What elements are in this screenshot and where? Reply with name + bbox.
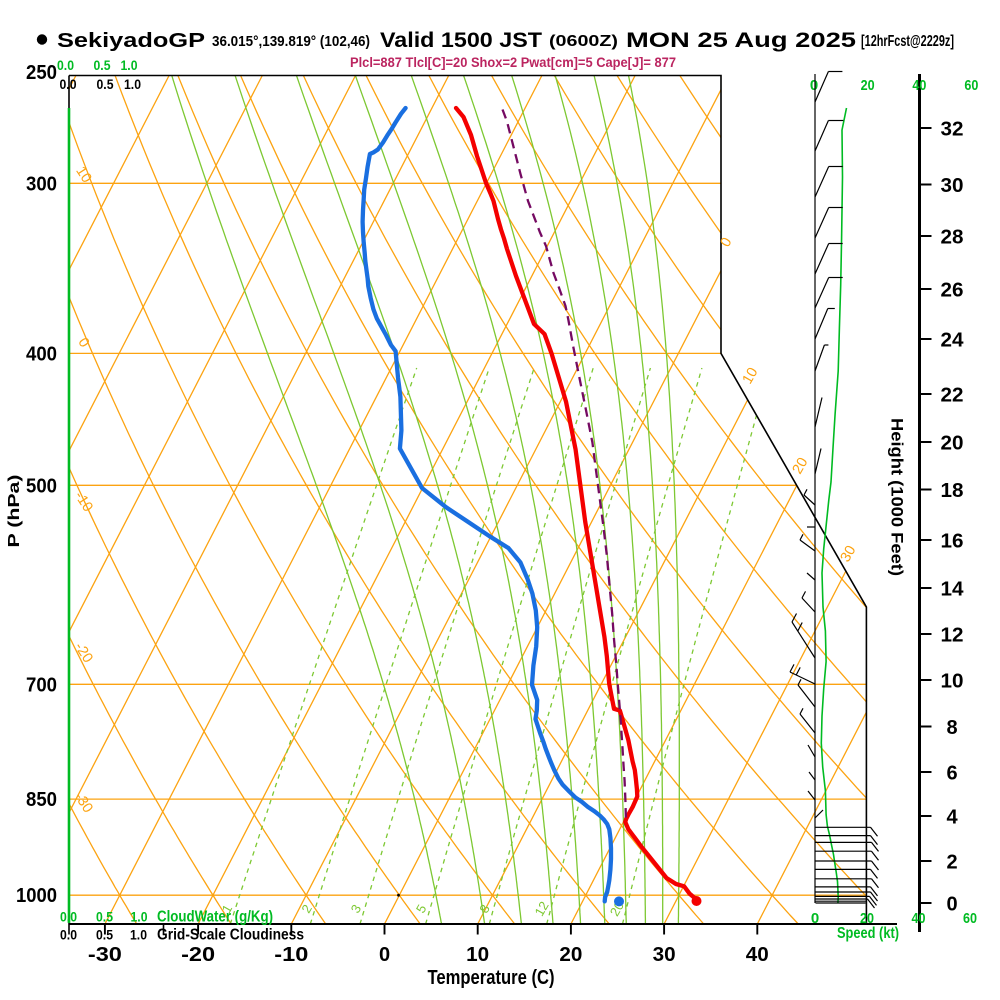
svg-text:1.0: 1.0 — [131, 910, 148, 925]
svg-text:850: 850 — [26, 789, 57, 811]
svg-text:700: 700 — [26, 674, 57, 696]
svg-text:MON 25 Aug 2025: MON 25 Aug 2025 — [626, 28, 856, 52]
svg-text:SekiyadoGP: SekiyadoGP — [57, 29, 205, 52]
svg-text:0: 0 — [946, 894, 957, 916]
svg-text:0.0: 0.0 — [57, 58, 74, 73]
svg-text:0.5: 0.5 — [96, 928, 113, 943]
svg-text:8: 8 — [946, 717, 957, 739]
svg-text:10: 10 — [466, 944, 489, 966]
svg-text:20: 20 — [559, 944, 582, 966]
svg-text:2: 2 — [946, 852, 957, 874]
svg-text:1000: 1000 — [16, 885, 57, 907]
svg-text:0.5: 0.5 — [96, 910, 113, 925]
svg-text:400: 400 — [26, 343, 57, 365]
svg-text:0.0: 0.0 — [60, 910, 77, 925]
svg-text:18: 18 — [941, 480, 964, 502]
svg-text:60: 60 — [964, 77, 978, 94]
svg-text:1.0: 1.0 — [121, 58, 138, 73]
svg-text:(0600Z): (0600Z) — [549, 33, 618, 50]
svg-text:Speed (kt): Speed (kt) — [837, 925, 899, 942]
svg-text:[12hrFcst@2229z]: [12hrFcst@2229z] — [861, 33, 954, 50]
svg-text:26: 26 — [941, 280, 964, 302]
svg-text:40: 40 — [912, 910, 926, 927]
svg-text:300: 300 — [26, 173, 57, 195]
svg-text:12: 12 — [531, 899, 551, 919]
svg-text:-20: -20 — [181, 944, 215, 966]
svg-text:Temperature (C): Temperature (C) — [428, 967, 555, 989]
svg-text:40: 40 — [746, 944, 769, 966]
svg-text:60: 60 — [963, 910, 977, 927]
svg-text:10: 10 — [72, 164, 94, 186]
svg-text:1.0: 1.0 — [130, 928, 147, 943]
svg-text:0.0: 0.0 — [60, 928, 77, 943]
svg-text:0: 0 — [811, 910, 819, 927]
svg-text:0.5: 0.5 — [94, 58, 111, 73]
svg-text:0: 0 — [379, 944, 390, 966]
svg-text:0.0: 0.0 — [60, 77, 77, 92]
svg-text:10: 10 — [740, 365, 762, 387]
svg-text:1.0: 1.0 — [124, 77, 141, 92]
svg-text:-10: -10 — [274, 944, 308, 966]
svg-text:4: 4 — [946, 807, 958, 829]
svg-text:Valid 1500 JST: Valid 1500 JST — [380, 29, 542, 52]
svg-text:30: 30 — [653, 944, 676, 966]
svg-text:36.015°,139.819° (102,46): 36.015°,139.819° (102,46) — [212, 34, 370, 50]
svg-text:Height (1000 Feet): Height (1000 Feet) — [888, 418, 906, 576]
svg-text:30: 30 — [838, 543, 860, 565]
svg-text:30: 30 — [941, 175, 964, 197]
svg-text:P (hPa): P (hPa) — [6, 475, 23, 548]
svg-text:28: 28 — [941, 227, 964, 249]
svg-text:0.5: 0.5 — [97, 77, 114, 92]
svg-text:16: 16 — [941, 531, 964, 553]
svg-text:24: 24 — [941, 330, 965, 352]
svg-text:6: 6 — [946, 763, 957, 785]
svg-text:14: 14 — [941, 579, 965, 601]
svg-text:32: 32 — [941, 119, 964, 141]
svg-text:10: 10 — [941, 671, 964, 693]
svg-text:22: 22 — [941, 385, 964, 407]
svg-text:20: 20 — [941, 433, 964, 455]
svg-text:40: 40 — [912, 77, 926, 94]
svg-text:250: 250 — [26, 62, 57, 84]
svg-text:0: 0 — [810, 77, 818, 94]
svg-text:Plcl=887 Tlcl[C]=20 Shox=2 Pwa: Plcl=887 Tlcl[C]=20 Shox=2 Pwat[cm]=5 Ca… — [350, 55, 676, 70]
svg-text:12: 12 — [941, 625, 964, 647]
svg-text:Grid-Scale Cloudiness: Grid-Scale Cloudiness — [157, 927, 304, 944]
svg-text:20: 20 — [861, 77, 875, 94]
svg-text:CloudWater (g/Kg): CloudWater (g/Kg) — [157, 909, 273, 926]
svg-text:-30: -30 — [88, 944, 122, 966]
svg-text:20: 20 — [860, 910, 874, 927]
svg-text:500: 500 — [26, 475, 57, 497]
svg-text:20: 20 — [790, 455, 812, 477]
